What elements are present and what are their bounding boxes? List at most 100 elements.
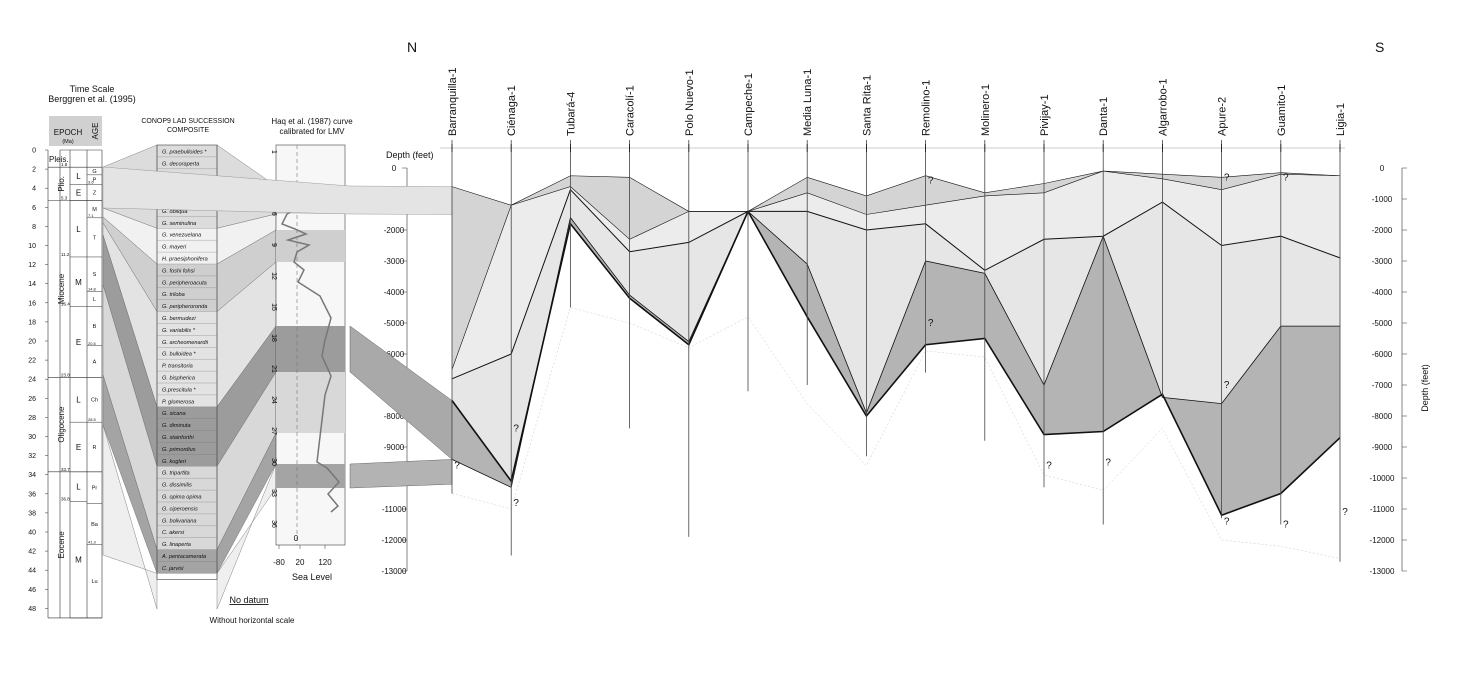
south-label: S bbox=[1375, 39, 1384, 55]
conop-title-1: CONOP9 LAD SUCCESSION bbox=[141, 118, 234, 125]
haq-x-tick-label: 120 bbox=[318, 558, 332, 567]
ma-tick-label: 48 bbox=[28, 606, 36, 613]
haq-title-2: calibrated for LMV bbox=[280, 127, 346, 136]
right-axis-label: -13000 bbox=[1370, 567, 1395, 576]
uncertainty-mark: ? bbox=[1224, 380, 1230, 391]
right-axis-label: -9000 bbox=[1372, 443, 1393, 452]
haq-tick-label: 12 bbox=[270, 272, 277, 280]
inferred-horizon bbox=[451, 307, 1341, 559]
haq-zero-label: 0 bbox=[294, 534, 299, 543]
right-axis-label: -10000 bbox=[1370, 474, 1395, 483]
conop-species: G. peripheroronda bbox=[162, 304, 207, 310]
conop-species: G. primordius bbox=[162, 447, 196, 453]
conop-species: G. praebulloides * bbox=[162, 149, 207, 155]
ma-tick-label: 0 bbox=[32, 148, 36, 155]
epoch-header-box bbox=[49, 116, 87, 146]
well-name: Guamito-1 bbox=[1276, 85, 1288, 136]
conop-species: G. obliqua bbox=[162, 209, 188, 215]
conop-species: G. venezuelana bbox=[162, 233, 201, 239]
right-axis-label: -11000 bbox=[1370, 505, 1395, 514]
right-axis-label: -1000 bbox=[1372, 195, 1393, 204]
conop-species: G. linaperta bbox=[162, 542, 191, 548]
haq-x-tick-label: -80 bbox=[273, 558, 285, 567]
haq-tick-label: 6 bbox=[270, 212, 277, 216]
geologic-time-scale: 0246810121416182022242628303234363840424… bbox=[28, 148, 103, 619]
correlation-fill bbox=[452, 171, 1340, 379]
epoch-boundary-age: 16.4 bbox=[61, 302, 70, 307]
haq-tick-label: 1 bbox=[270, 150, 277, 154]
correlation-fill bbox=[452, 171, 1340, 370]
uncertainty-mark: ? bbox=[928, 318, 934, 329]
haq-band bbox=[276, 230, 345, 262]
subepoch-label: L bbox=[76, 396, 81, 405]
subepoch-label: E bbox=[76, 338, 81, 347]
without-scale-label: Without horizontal scale bbox=[210, 616, 295, 625]
ma-tick-label: 28 bbox=[28, 415, 36, 422]
age-boundary-label: 14.8 bbox=[88, 286, 97, 291]
conop-species: H. praesiphonifera bbox=[162, 257, 208, 263]
left-axis-label: -12000 bbox=[382, 536, 407, 545]
haq-tick-label: 21 bbox=[270, 365, 277, 373]
haq-tick-label: 24 bbox=[270, 396, 277, 404]
haq-tick-label: 9 bbox=[270, 243, 277, 247]
timescale-source: Berggren et al. (1995) bbox=[48, 94, 136, 104]
subepoch-label: M bbox=[75, 278, 82, 287]
left-axis-label: 0 bbox=[392, 164, 397, 173]
ma-tick-label: 10 bbox=[28, 243, 36, 250]
haq-tick-label: 27 bbox=[270, 427, 277, 435]
conop-species: A. pentacamerata bbox=[161, 554, 206, 560]
epoch-boundary-age: 1.8 bbox=[61, 162, 68, 167]
ma-tick-label: 34 bbox=[28, 472, 36, 479]
ma-tick-label: 22 bbox=[28, 358, 36, 365]
conop-species: G. seminulina bbox=[162, 221, 196, 227]
age-label: P bbox=[93, 178, 97, 184]
conop-species: G. foshi fohsi bbox=[162, 268, 195, 274]
left-axis-label: -11000 bbox=[382, 505, 407, 514]
uncertainty-mark: ? bbox=[928, 176, 934, 187]
north-label: N bbox=[407, 39, 417, 55]
conop-species: G. variabilis * bbox=[162, 328, 196, 334]
epoch-label: Eocene bbox=[57, 531, 66, 559]
age-label: B bbox=[93, 324, 97, 330]
right-axis-label: -6000 bbox=[1372, 350, 1393, 359]
conop-species: G. tripartita bbox=[162, 471, 190, 477]
left-axis-label: -6000 bbox=[384, 350, 405, 359]
ma-tick-label: 30 bbox=[28, 434, 36, 441]
age-label: T bbox=[93, 235, 97, 241]
correlation-horizon bbox=[451, 170, 1341, 212]
left-axis-label: -13000 bbox=[382, 567, 407, 576]
conop-band bbox=[157, 406, 217, 467]
haq-band bbox=[276, 326, 345, 372]
conop-species: G. ciperoensis bbox=[162, 506, 198, 512]
well-name: Barranquilla-1 bbox=[447, 68, 459, 136]
right-axis-label: -7000 bbox=[1372, 381, 1393, 390]
epoch-boundary-age: 36.8 bbox=[61, 496, 70, 501]
correlation-fill bbox=[452, 211, 1340, 516]
conop-species: G. mayeri bbox=[162, 245, 187, 251]
age-label: A bbox=[93, 360, 97, 366]
ma-tick-label: 32 bbox=[28, 453, 36, 460]
haq-x-tick-label: 20 bbox=[296, 558, 305, 567]
right-axis-label: -5000 bbox=[1372, 319, 1393, 328]
ma-tick-label: 4 bbox=[32, 186, 36, 193]
conop-species: G. sicana bbox=[162, 411, 186, 417]
well-name: Apure-2 bbox=[1217, 97, 1229, 136]
age-boundary-label: 41.3 bbox=[88, 539, 97, 544]
age-boundary-label: 20.5 bbox=[88, 341, 97, 346]
age-label: M bbox=[92, 207, 97, 213]
ma-tick-label: 20 bbox=[28, 339, 36, 346]
epoch-label: Oligocene bbox=[57, 406, 66, 443]
right-axis-label: 0 bbox=[1380, 164, 1385, 173]
epoch-label: Pleis. bbox=[49, 155, 69, 164]
ma-tick-label: 6 bbox=[32, 205, 36, 212]
conop-band bbox=[157, 466, 217, 550]
depth-axis-title-right: Depth (feet) bbox=[1420, 364, 1430, 412]
ma-header: (Ma) bbox=[62, 139, 73, 145]
well-name: Ciénaga-1 bbox=[506, 85, 518, 136]
no-datum-label: No datum bbox=[229, 595, 268, 605]
age-label: L bbox=[93, 297, 96, 303]
conop-species: G. archeomenardii bbox=[162, 340, 209, 346]
uncertainty-mark: ? bbox=[1283, 520, 1289, 531]
